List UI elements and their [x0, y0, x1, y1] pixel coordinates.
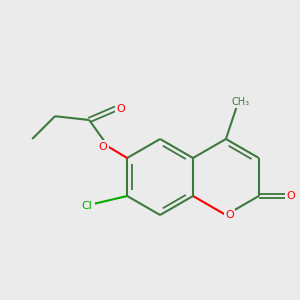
Text: O: O [116, 103, 125, 114]
Text: O: O [286, 191, 295, 201]
Text: O: O [226, 210, 234, 220]
Text: CH₃: CH₃ [231, 97, 249, 107]
Text: O: O [99, 142, 108, 152]
Text: Cl: Cl [81, 201, 92, 211]
